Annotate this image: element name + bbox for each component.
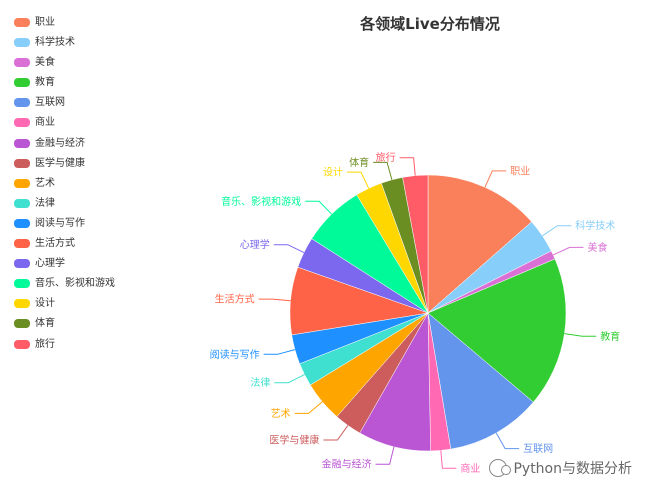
- slice-label: 旅行: [376, 151, 396, 164]
- legend-item[interactable]: 心理学: [14, 255, 154, 275]
- leader-line: [347, 171, 370, 189]
- leader-line: [305, 200, 333, 215]
- legend-label: 音乐、影视和游戏: [35, 278, 115, 290]
- wechat-icon: [489, 459, 512, 477]
- legend-label: 教育: [35, 77, 55, 89]
- legend-swatch: [14, 138, 30, 148]
- slice-label: 体育: [349, 156, 369, 169]
- legend-label: 艺术: [35, 177, 55, 189]
- slice-label: 设计: [323, 166, 343, 179]
- slice-label: 美食: [588, 241, 608, 254]
- legend-label: 美食: [35, 57, 55, 69]
- legend-item[interactable]: 商业: [14, 114, 154, 134]
- leader-line: [375, 446, 395, 465]
- slice-label: 音乐、影视和游戏: [221, 195, 301, 208]
- legend-label: 生活方式: [35, 238, 75, 250]
- legend-label: 心理学: [35, 258, 65, 270]
- chart-title: 各领域Live分布情况: [360, 15, 500, 33]
- legend-swatch: [14, 319, 30, 329]
- slice-label: 心理学: [240, 238, 270, 251]
- legend-item[interactable]: 教育: [14, 74, 154, 94]
- leader-line: [440, 450, 457, 469]
- legend-item[interactable]: 生活方式: [14, 235, 154, 255]
- legend-label: 设计: [35, 298, 55, 310]
- legend-swatch: [14, 158, 30, 168]
- legend-item[interactable]: 互联网: [14, 94, 154, 114]
- legend-item[interactable]: 体育: [14, 315, 154, 335]
- watermark-text: Python与数据分析: [513, 461, 632, 477]
- legend-item[interactable]: 金融与经济: [14, 135, 154, 155]
- legend-label: 法律: [35, 197, 55, 209]
- leader-line: [294, 401, 323, 414]
- leader-line: [263, 349, 296, 355]
- leader-line: [552, 246, 584, 256]
- leader-line: [564, 333, 597, 337]
- leader-line: [495, 432, 520, 450]
- legend-label: 商业: [35, 117, 55, 129]
- slice-label: 阅读与写作: [210, 348, 260, 361]
- leader-line: [323, 425, 349, 441]
- legend-item[interactable]: 科学技术: [14, 34, 154, 54]
- legend-swatch: [14, 78, 30, 88]
- leader-line: [542, 225, 572, 237]
- legend-label: 科学技术: [35, 37, 75, 49]
- leader-line: [274, 374, 305, 384]
- legend-item[interactable]: 旅行: [14, 336, 154, 356]
- legend-swatch: [14, 259, 30, 269]
- legend-swatch: [14, 218, 30, 228]
- legend-label: 阅读与写作: [35, 217, 85, 229]
- slice-label: 艺术: [271, 408, 291, 420]
- slice-label: 商业: [460, 462, 480, 475]
- legend-swatch: [14, 178, 30, 188]
- slice-label: 医学与健康: [269, 434, 319, 447]
- leader-line: [273, 244, 305, 254]
- legend-item[interactable]: 职业: [14, 14, 154, 34]
- slice-label: 教育: [600, 330, 620, 343]
- legend-item[interactable]: 医学与健康: [14, 155, 154, 175]
- legend-label: 体育: [35, 318, 55, 330]
- legend-swatch: [14, 58, 30, 68]
- slice-label: 法律: [250, 376, 270, 389]
- slice-label: 科学技术: [575, 219, 615, 232]
- legend-label: 金融与经济: [35, 137, 85, 149]
- legend-label: 职业: [35, 17, 55, 28]
- legend-swatch: [14, 38, 30, 48]
- slice-label: 互联网: [523, 443, 553, 455]
- legend-swatch: [14, 299, 30, 309]
- legend-swatch: [14, 279, 30, 289]
- legend-label: 互联网: [35, 97, 65, 109]
- legend-swatch: [14, 18, 30, 27]
- legend-item[interactable]: 音乐、影视和游戏: [14, 275, 154, 295]
- legend: 职业科学技术美食教育互联网商业金融与经济医学与健康艺术法律阅读与写作生活方式心理…: [14, 14, 154, 356]
- leader-line: [399, 157, 416, 176]
- legend-item[interactable]: 美食: [14, 54, 154, 74]
- slice-label: 生活方式: [215, 293, 255, 306]
- legend-swatch: [14, 198, 30, 208]
- legend-label: 旅行: [35, 338, 55, 350]
- legend-swatch: [14, 98, 30, 108]
- slice-label: 金融与经济: [322, 458, 372, 471]
- leader-line: [373, 161, 393, 180]
- legend-item[interactable]: 艺术: [14, 175, 154, 195]
- legend-swatch: [14, 118, 30, 128]
- legend-item[interactable]: 设计: [14, 295, 154, 315]
- slice-label: 职业: [510, 165, 530, 177]
- legend-label: 医学与健康: [35, 157, 85, 169]
- legend-swatch: [14, 239, 30, 249]
- leader-line: [258, 298, 291, 302]
- leader-line: [484, 170, 507, 188]
- legend-item[interactable]: 法律: [14, 195, 154, 215]
- legend-swatch: [14, 339, 30, 349]
- legend-item[interactable]: 阅读与写作: [14, 215, 154, 235]
- watermark: Python与数据分析: [489, 458, 632, 478]
